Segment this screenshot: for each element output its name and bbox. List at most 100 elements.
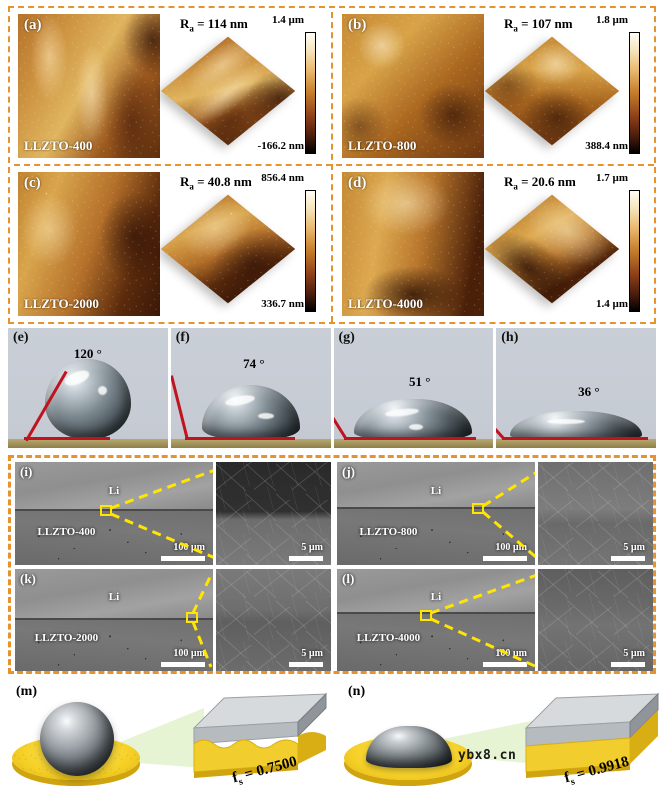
afm-roughness-b: Ra = 107 nm [504, 16, 573, 34]
panel-tag-k: (k) [20, 570, 36, 586]
afm-roughness-d: Ra = 20.6 nm [504, 174, 576, 192]
sem-scalebar-label-j: 100 µm [495, 541, 527, 553]
angle-value-f: 74 ° [243, 356, 265, 371]
panel-tag-h: (h) [501, 330, 519, 345]
sem-inset-scalebar-label-l: 5 µm [623, 648, 645, 659]
sem-cross-section-k: (k) Li LLZTO-2000 100 µm [15, 568, 213, 671]
zoom-guide-j [472, 471, 535, 559]
afm-scale-max-b: 1.8 µm [595, 14, 628, 26]
sem-inset-l: 5 µm [537, 568, 653, 671]
afm-panel-group: (a) LLZTO-400 Ra = 114 nm 1.4 µm -166.2 … [8, 6, 656, 324]
sem-li-label-i: Li [108, 484, 120, 497]
afm-panel-b: (b) LLZTO-800 Ra = 107 nm 1.8 µm 388.4 n… [336, 10, 654, 162]
afm-panel-c: (c) LLZTO-2000 Ra = 40.8 nm 856.4 nm 336… [12, 168, 330, 320]
sem-cross-section-i: (i) Li LLZTO-400 100 µm [15, 462, 213, 565]
panel-tag-l: (l) [342, 570, 355, 586]
afm-scale-min-b: 388.4 nm [585, 140, 628, 152]
sem-inset-scalebar-i [289, 555, 323, 561]
angle-value-h: 36 ° [578, 384, 600, 399]
sem-inset-scalebar-label-k: 5 µm [301, 648, 323, 659]
afm-scan-image-a: (a) LLZTO-400 [18, 14, 160, 158]
substrate-e [8, 439, 168, 448]
afm-scale-max-c: 856.4 nm [261, 172, 304, 184]
zoom-guide-l [420, 573, 535, 668]
sem-sample-label-j: LLZTO-800 [359, 525, 418, 538]
sem-sample-label-l: LLZTO-4000 [356, 632, 421, 645]
roughness-value: = 20.6 nm [517, 174, 576, 189]
contact-angle-panel-h: (h) 36 ° [496, 328, 656, 448]
roughness-value: = 114 nm [193, 16, 248, 31]
panel-tag-d: (d) [348, 175, 367, 191]
afm-3d-render-a [160, 32, 296, 150]
baseline-g [343, 437, 476, 440]
angle-value-g: 51 ° [409, 374, 431, 389]
afm-vertical-divider [331, 12, 333, 322]
lithium-sphere-m [40, 702, 114, 776]
afm-scale-min-c: 336.7 nm [261, 298, 304, 310]
roughness-symbol: R [504, 16, 514, 31]
afm-scale-min-d: 1.4 µm [595, 298, 628, 310]
afm-sample-label-b: LLZTO-800 [348, 138, 417, 153]
sem-sample-label-i: LLZTO-400 [37, 525, 96, 538]
afm-sample-label-d: LLZTO-4000 [348, 296, 423, 311]
panel-tag-m: (m) [16, 684, 37, 699]
afm-colorbar-d [629, 190, 640, 312]
sem-scalebar-label-i: 100 µm [173, 541, 205, 553]
afm-scan-image-c: (c) LLZTO-2000 [18, 172, 160, 316]
afm-colorbar-b [629, 32, 640, 154]
roughness-symbol: R [180, 174, 190, 189]
roughness-symbol: R [504, 174, 514, 189]
sem-li-label-l: Li [430, 591, 442, 604]
panel-tag-j: (j) [342, 464, 355, 479]
contact-angle-panel-g: (g) 51 ° [333, 328, 494, 448]
substrate-h [496, 439, 656, 448]
afm-horizontal-divider [14, 164, 654, 166]
baseline-f [184, 437, 295, 440]
sem-panel-i: (i) Li LLZTO-400 100 µm 5 µm [15, 462, 331, 565]
afm-scan-image-b: (b) LLZTO-800 [342, 14, 484, 158]
afm-3d-render-d [484, 190, 620, 308]
afm-roughness-a: Ra = 114 nm [180, 16, 248, 34]
droplet-g [354, 399, 473, 439]
schematic-panel-m: (m) fs = 0.7500 [0, 678, 332, 792]
schematic-row: (m) fs = 0.7500 (n [0, 678, 664, 792]
sem-scalebar-l [482, 662, 527, 667]
sem-scalebar-k [160, 662, 205, 667]
sem-scalebar-i [160, 555, 205, 561]
schematic-panel-n: (n) ybx8.cn fs = 0.9918 [332, 678, 664, 792]
sem-inset-scalebar-l [611, 662, 645, 667]
droplet-h [510, 411, 643, 439]
sem-scalebar-label-k: 100 µm [173, 648, 205, 659]
sem-panel-group: (i) Li LLZTO-400 100 µm 5 µm [8, 455, 656, 674]
baseline-e [24, 437, 110, 440]
sem-grid: (i) Li LLZTO-400 100 µm 5 µm [15, 462, 653, 671]
panel-tag-n: (n) [348, 684, 366, 699]
panel-tag-a: (a) [24, 17, 42, 33]
afm-panel-a: (a) LLZTO-400 Ra = 114 nm 1.4 µm -166.2 … [12, 10, 330, 162]
sem-inset-j: 5 µm [537, 462, 653, 565]
sem-scalebar-j [482, 555, 527, 561]
tangent-line-h [496, 405, 506, 440]
sem-cross-section-j: (j) Li LLZTO-800 100 µm [337, 462, 535, 565]
afm-scale-max-d: 1.7 µm [595, 172, 628, 184]
afm-3d-render-c [160, 190, 296, 308]
afm-sample-label-a: LLZTO-400 [24, 138, 93, 153]
sem-cross-section-l: (l) Li LLZTO-4000 100 µm [337, 568, 535, 671]
substrate-f [170, 439, 331, 448]
afm-scale-max-a: 1.4 µm [271, 14, 304, 26]
sem-panel-j: (j) Li LLZTO-800 100 µm 5 µm [337, 462, 653, 565]
substrate-g [333, 439, 494, 448]
droplet-f [201, 385, 300, 439]
layer-stack-diagram-m [192, 692, 328, 778]
angle-value-e: 120 ° [73, 346, 102, 361]
roughness-subscript: a [513, 181, 518, 192]
afm-3d-render-b [484, 32, 620, 150]
tangent-line-f [170, 375, 189, 440]
sem-inset-scalebar-label-j: 5 µm [623, 541, 645, 553]
sem-li-label-k: Li [108, 591, 120, 604]
sem-panel-k: (k) Li LLZTO-2000 100 µm 5 µm [15, 568, 331, 671]
tangent-line-g [333, 394, 348, 440]
panel-tag-b: (b) [348, 17, 367, 33]
afm-scale-min-a: -166.2 nm [257, 140, 304, 152]
